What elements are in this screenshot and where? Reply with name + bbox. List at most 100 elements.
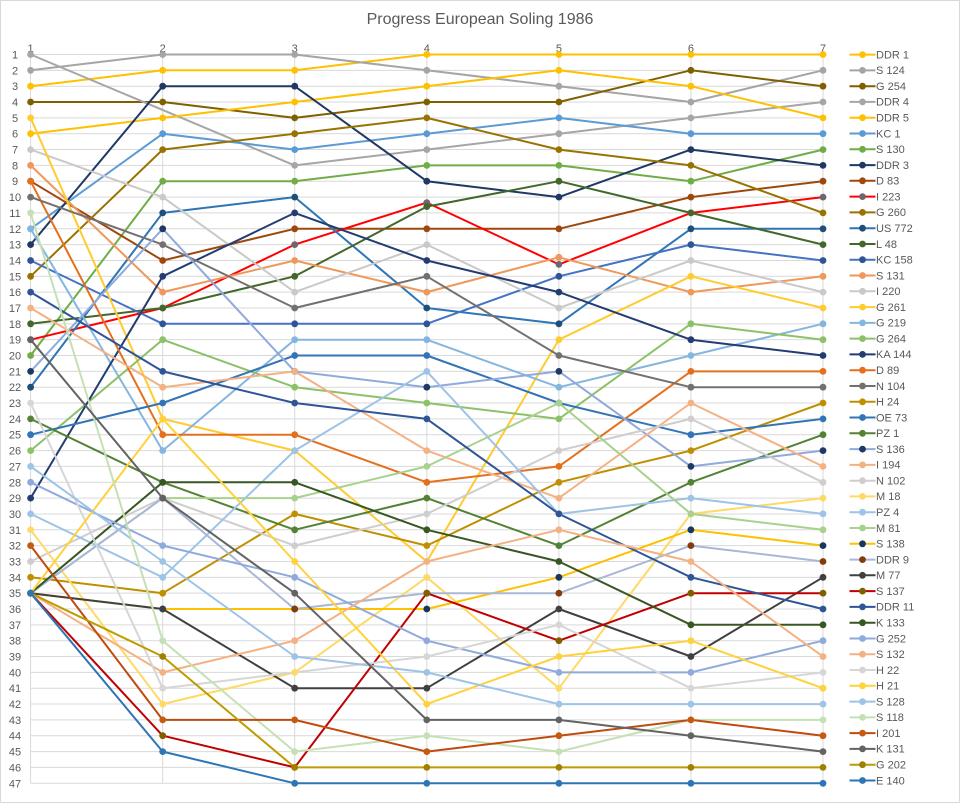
svg-text:H 22: H 22	[876, 665, 899, 677]
svg-text:DDR 3: DDR 3	[876, 160, 909, 172]
svg-text:PZ 1: PZ 1	[876, 428, 899, 440]
svg-text:KC 158: KC 158	[876, 255, 913, 267]
svg-text:S 137: S 137	[876, 586, 905, 598]
svg-text:23: 23	[9, 398, 21, 410]
svg-text:42: 42	[9, 699, 21, 711]
svg-text:DDR 4: DDR 4	[876, 97, 909, 109]
svg-text:1: 1	[12, 50, 18, 62]
svg-text:2: 2	[160, 43, 166, 55]
svg-text:38: 38	[9, 636, 21, 648]
svg-text:26: 26	[9, 446, 21, 458]
svg-text:G 252: G 252	[876, 633, 906, 645]
svg-text:28: 28	[9, 477, 21, 489]
svg-text:44: 44	[9, 731, 21, 743]
svg-text:32: 32	[9, 541, 21, 553]
svg-text:25: 25	[9, 430, 21, 442]
svg-text:M 77: M 77	[876, 570, 900, 582]
svg-text:G 260: G 260	[876, 207, 906, 219]
svg-text:Progress European Soling 1986: Progress European Soling 1986	[367, 11, 594, 28]
svg-text:D 89: D 89	[876, 365, 899, 377]
svg-text:S 132: S 132	[876, 649, 905, 661]
svg-text:5: 5	[12, 113, 18, 125]
svg-text:34: 34	[9, 572, 21, 584]
svg-text:45: 45	[9, 747, 21, 759]
svg-text:K 131: K 131	[876, 744, 905, 756]
svg-text:39: 39	[9, 652, 21, 664]
svg-text:K 133: K 133	[876, 618, 905, 630]
svg-text:22: 22	[9, 382, 21, 394]
svg-text:16: 16	[9, 287, 21, 299]
svg-text:24: 24	[9, 414, 21, 426]
svg-text:G 261: G 261	[876, 302, 906, 314]
svg-text:46: 46	[9, 762, 21, 774]
svg-text:PZ 4: PZ 4	[876, 507, 899, 519]
svg-text:N 104: N 104	[876, 381, 905, 393]
svg-text:18: 18	[9, 319, 21, 331]
svg-text:40: 40	[9, 667, 21, 679]
svg-text:7: 7	[820, 43, 826, 55]
svg-text:20: 20	[9, 351, 21, 363]
svg-text:DDR 9: DDR 9	[876, 554, 909, 566]
svg-text:3: 3	[12, 81, 18, 93]
svg-text:27: 27	[9, 461, 21, 473]
svg-text:N 102: N 102	[876, 476, 905, 488]
svg-text:S 124: S 124	[876, 65, 905, 77]
svg-text:6: 6	[688, 43, 694, 55]
svg-text:37: 37	[9, 620, 21, 632]
svg-text:H 21: H 21	[876, 681, 899, 693]
svg-text:G 264: G 264	[876, 333, 906, 345]
svg-text:33: 33	[9, 557, 21, 569]
svg-text:DDR 11: DDR 11	[876, 602, 914, 614]
svg-text:41: 41	[9, 683, 21, 695]
svg-text:29: 29	[9, 493, 21, 505]
svg-text:4: 4	[12, 97, 18, 109]
svg-text:M 81: M 81	[876, 523, 900, 535]
svg-text:S 118: S 118	[876, 712, 904, 724]
svg-text:US 772: US 772	[876, 223, 913, 235]
svg-text:2: 2	[12, 65, 18, 77]
svg-text:I 220: I 220	[876, 286, 900, 298]
svg-text:S 131: S 131	[876, 270, 905, 282]
svg-text:10: 10	[9, 192, 21, 204]
svg-text:4: 4	[424, 43, 430, 55]
svg-text:1: 1	[28, 43, 34, 55]
svg-text:I 223: I 223	[876, 191, 900, 203]
svg-text:17: 17	[9, 303, 21, 315]
svg-text:43: 43	[9, 715, 21, 727]
svg-text:5: 5	[556, 43, 562, 55]
svg-text:M 18: M 18	[876, 491, 900, 503]
svg-text:31: 31	[9, 525, 21, 537]
svg-text:47: 47	[9, 778, 21, 790]
svg-text:S 130: S 130	[876, 144, 905, 156]
svg-text:36: 36	[9, 604, 21, 616]
svg-text:L 48: L 48	[876, 239, 897, 251]
svg-text:7: 7	[12, 145, 18, 157]
svg-text:OE 73: OE 73	[876, 412, 907, 424]
svg-text:11: 11	[9, 208, 20, 220]
svg-text:19: 19	[9, 335, 21, 347]
svg-text:H 24: H 24	[876, 397, 899, 409]
svg-text:G 254: G 254	[876, 81, 906, 93]
svg-text:14: 14	[9, 256, 21, 268]
svg-text:G 202: G 202	[876, 760, 906, 772]
svg-text:6: 6	[12, 129, 18, 141]
svg-text:KA 144: KA 144	[876, 349, 911, 361]
svg-text:9: 9	[12, 176, 18, 188]
svg-text:21: 21	[9, 366, 21, 378]
svg-text:I 201: I 201	[876, 728, 900, 740]
svg-text:13: 13	[9, 240, 21, 252]
svg-text:S 128: S 128	[876, 696, 905, 708]
svg-text:S 138: S 138	[876, 539, 905, 551]
svg-text:I 194: I 194	[876, 460, 900, 472]
svg-text:D 83: D 83	[876, 176, 899, 188]
svg-text:DDR 5: DDR 5	[876, 113, 909, 125]
svg-text:S 136: S 136	[876, 444, 905, 456]
svg-text:35: 35	[9, 588, 21, 600]
svg-text:KC 1: KC 1	[876, 128, 900, 140]
svg-text:G 219: G 219	[876, 318, 906, 330]
svg-text:E 140: E 140	[876, 775, 905, 787]
svg-text:30: 30	[9, 509, 21, 521]
svg-text:15: 15	[9, 271, 21, 283]
svg-text:DDR 1: DDR 1	[876, 49, 909, 61]
svg-text:12: 12	[9, 224, 21, 236]
